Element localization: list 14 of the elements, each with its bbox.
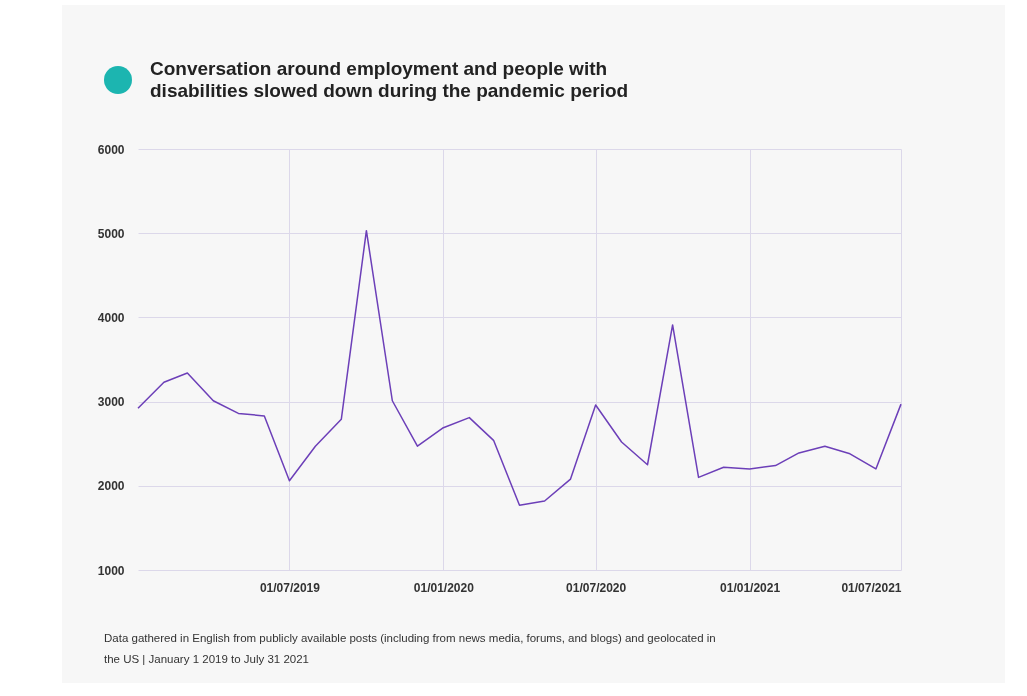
text: Data gathered in English from publicly available posts (including from news media, forums, and blogs) and geolocated in the US | January 1 2019 to July 31 2021 xyxy=(104,631,717,667)
y-tick-label: 5000 xyxy=(97,226,125,241)
y-tick-label: 3000 xyxy=(97,395,125,410)
x-tick-label: 01/07/2021 xyxy=(841,580,902,595)
x-tick-label: 01/07/2020 xyxy=(566,580,627,595)
y-tick-label: 2000 xyxy=(97,479,125,494)
y-tick-label: 6000 xyxy=(97,142,125,157)
y-tick-label: 1000 xyxy=(97,563,125,578)
x-tick-label: 01/01/2021 xyxy=(720,580,781,595)
x-tick-label: 01/07/2019 xyxy=(259,580,321,595)
x-tick-label: 01/01/2020 xyxy=(413,580,475,595)
chart-title: Conversation around employment and people with disabilities slowed down during the pandemic period xyxy=(150,58,630,102)
y-tick-label: 4000 xyxy=(97,310,125,325)
line-series xyxy=(137,229,902,506)
